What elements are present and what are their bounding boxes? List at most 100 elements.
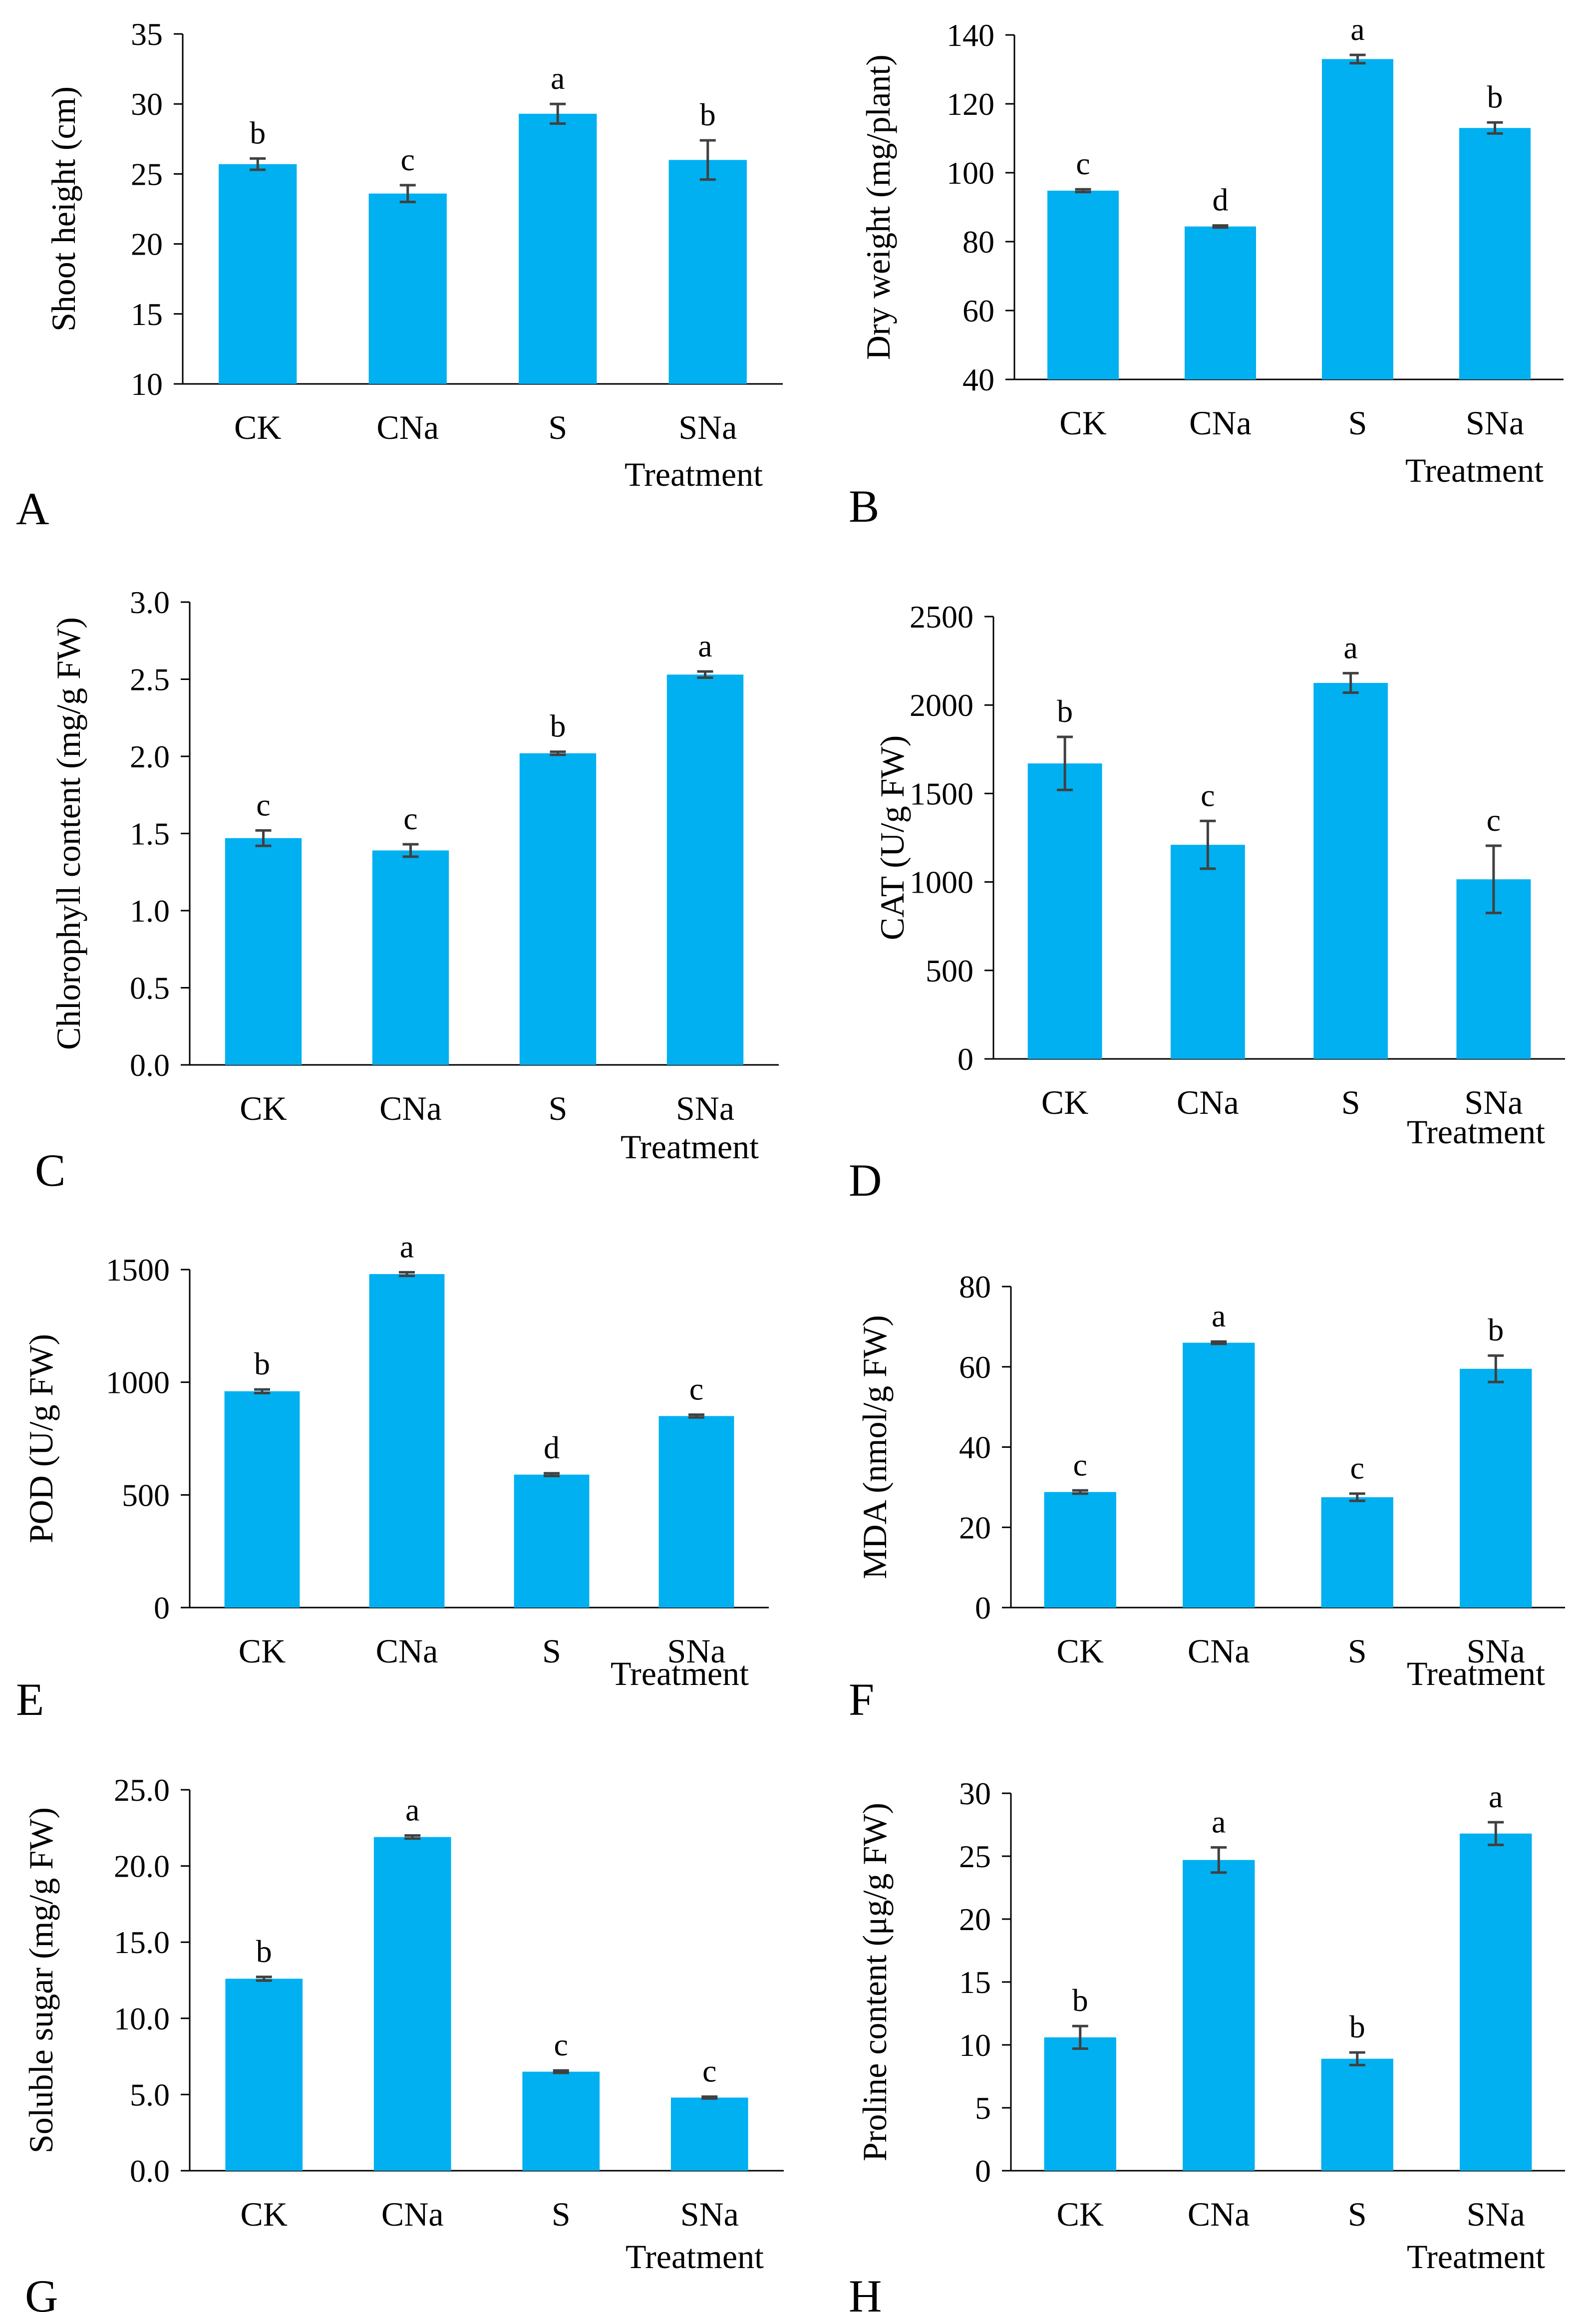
y-tick-label: 40 xyxy=(962,362,994,397)
bar-s xyxy=(1322,59,1393,380)
significance-letter: c xyxy=(256,787,270,822)
y-tick-label: 500 xyxy=(122,1477,170,1513)
y-axis-title: Proline content (μg/g FW) xyxy=(856,1803,894,2161)
y-tick-label: 0.5 xyxy=(130,971,170,1006)
bar-ck xyxy=(1027,763,1102,1059)
y-tick-label: 15.0 xyxy=(114,1925,170,1960)
significance-letter: b xyxy=(1487,79,1503,114)
x-axis-title: Treatment xyxy=(625,455,763,493)
bar-cna xyxy=(1170,845,1245,1059)
y-tick-label: 0.0 xyxy=(130,1047,170,1083)
y-tick-label: 5 xyxy=(975,2090,991,2126)
y-tick-label: 40 xyxy=(959,1430,991,1465)
panel-label: G xyxy=(25,2271,58,2312)
x-tick-label: CNa xyxy=(381,2195,444,2233)
y-tick-label: 0 xyxy=(154,1590,170,1626)
panel-c: 0.0 0.5 1.0 1.5 2.0 2.5 3.0 c CK c CNa b Sa SNaTreatm… xyxy=(35,585,779,1196)
bar-cna xyxy=(368,193,447,384)
significance-letter: b xyxy=(250,115,266,151)
significance-letter: c xyxy=(403,801,417,836)
x-tick-label: SNa xyxy=(1467,2195,1525,2233)
y-axis-title: Soluble sugar (mg/g FW) xyxy=(22,1807,60,2153)
x-tick-label: CK xyxy=(239,1632,286,1670)
bar-ck xyxy=(1044,1492,1116,1608)
panel-g: 0.0 5.0 10.0 15.0 20.0 25.0 b CK a CNa c Sc SNa Treat… xyxy=(22,1772,784,2312)
bar-sna xyxy=(668,160,747,384)
bar-s xyxy=(522,2071,600,2171)
significance-letter: b xyxy=(700,97,716,132)
bar-sna xyxy=(1460,1368,1532,1608)
significance-letter: a xyxy=(1212,1804,1226,1839)
x-tick-label: CNa xyxy=(1188,2195,1250,2233)
y-tick-label: 500 xyxy=(926,953,973,989)
y-tick-label: 1500 xyxy=(910,776,973,811)
y-tick-label: 15 xyxy=(959,1965,991,2000)
y-tick-label: 30 xyxy=(959,1776,991,1811)
x-tick-label: CNa xyxy=(1189,404,1252,442)
y-tick-label: 25 xyxy=(959,1839,991,1874)
y-tick-label: 80 xyxy=(959,1269,991,1305)
bar-cna xyxy=(373,1837,451,2171)
significance-letter: c xyxy=(1201,777,1215,813)
panel-label: D xyxy=(849,1155,882,1206)
x-tick-label: S xyxy=(552,2195,571,2233)
x-tick-label: S xyxy=(542,1632,561,1670)
significance-letter: a xyxy=(551,60,565,96)
significance-letter: a xyxy=(405,1792,419,1828)
significance-letter: d xyxy=(544,1430,560,1465)
x-tick-label: S xyxy=(549,1089,568,1127)
x-axis-title: Treatment xyxy=(1407,2238,1545,2276)
y-tick-label: 2.0 xyxy=(130,739,170,774)
significance-letter: b xyxy=(254,1346,270,1381)
x-tick-label: CK xyxy=(1059,404,1106,442)
x-tick-label: S xyxy=(1341,1083,1360,1121)
x-axis-title: Treatment xyxy=(1407,1113,1545,1151)
y-tick-label: 2000 xyxy=(910,687,973,723)
panel-label: E xyxy=(16,1674,44,1725)
bar-ck xyxy=(219,164,297,384)
x-tick-label: CK xyxy=(1041,1083,1088,1121)
y-tick-label: 15 xyxy=(131,297,163,332)
bar-cna xyxy=(372,850,449,1065)
y-tick-label: 3.0 xyxy=(130,585,170,620)
y-tick-label: 100 xyxy=(947,155,994,191)
significance-letter: a xyxy=(1350,11,1364,47)
significance-letter: a xyxy=(1343,630,1357,665)
bar-ck xyxy=(1047,190,1119,379)
x-axis-title: Treatment xyxy=(626,2238,764,2276)
y-tick-label: 25 xyxy=(131,156,163,192)
y-tick-label: 2500 xyxy=(910,599,973,635)
bar-s xyxy=(519,753,597,1065)
y-tick-label: 0.0 xyxy=(130,2153,170,2189)
x-axis-title: Treatment xyxy=(1407,1654,1545,1692)
y-tick-label: 120 xyxy=(947,86,994,122)
bar-cna xyxy=(369,1274,445,1608)
significance-letter: c xyxy=(1073,1447,1087,1482)
x-tick-label: S xyxy=(1348,404,1367,442)
significance-letter: c xyxy=(401,142,415,177)
y-axis-title: CAT (U/g FW) xyxy=(873,735,911,941)
y-tick-label: 0 xyxy=(958,1041,973,1077)
x-tick-label: CNa xyxy=(379,1089,442,1127)
bar-ck xyxy=(224,1391,300,1608)
x-tick-label: CK xyxy=(1057,1632,1104,1670)
y-axis-title: Shoot height (cm) xyxy=(44,86,82,331)
bar-ck xyxy=(225,838,302,1065)
y-tick-label: 0 xyxy=(975,2153,991,2189)
panel-label: B xyxy=(849,481,879,532)
significance-letter: a xyxy=(400,1229,414,1264)
significance-letter: c xyxy=(1350,1450,1364,1486)
significance-letter: c xyxy=(702,2053,716,2089)
y-axis-title: Dry weight (mg/plant) xyxy=(859,54,897,360)
y-tick-label: 60 xyxy=(962,293,994,329)
x-tick-label: CK xyxy=(1057,2195,1104,2233)
x-tick-label: SNa xyxy=(667,1632,725,1670)
x-tick-label: SNa xyxy=(678,408,737,446)
panel-a: 10 15 20 25 30 35 b CK c CNa a Sb SNa Treatment Shoot … xyxy=(16,16,783,534)
x-tick-label: CNa xyxy=(376,408,439,446)
significance-letter: b xyxy=(550,708,566,744)
significance-letter: c xyxy=(554,2027,568,2062)
x-tick-label: S xyxy=(1348,2195,1367,2233)
